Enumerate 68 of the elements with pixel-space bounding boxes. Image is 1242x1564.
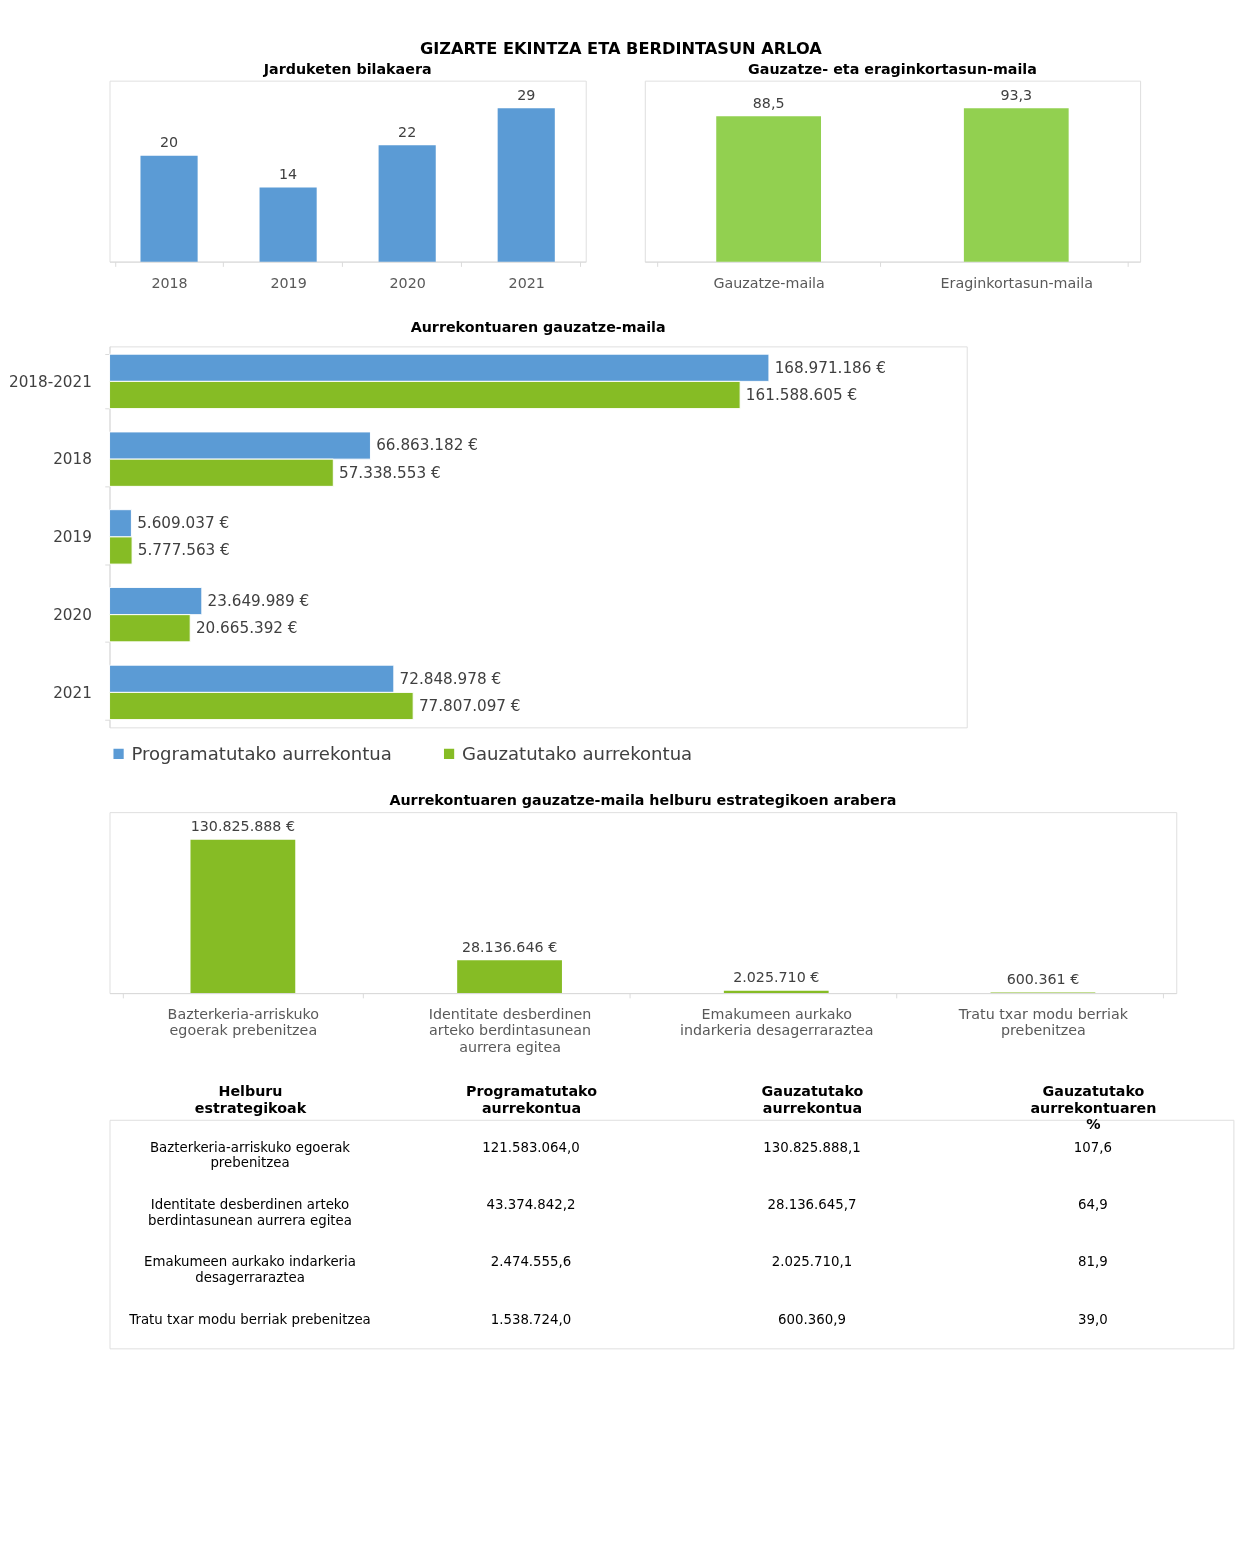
- text: GIZARTE EKINTZA ETA BERDINTASUN ARLOA: [419, 39, 823, 59]
- x-tick-label: Tratu txar modu berriak prebenitzea: [957, 1006, 1129, 1039]
- data-label: 72.848.978 €: [399, 669, 502, 688]
- x-tick-label: Eraginkortasun-maila: [940, 274, 1093, 291]
- chart-title: Aurrekontuaren gauzatze-maila: [410, 319, 666, 336]
- x-tick-label: Gauzatze-maila: [713, 274, 825, 291]
- y-tick-label: 2018: [53, 450, 92, 469]
- data-label: 5.609.037 €: [137, 514, 230, 533]
- text: Helburu estrategikoak: [194, 1083, 307, 1116]
- data-label: 20: [159, 134, 179, 151]
- bar: [259, 187, 317, 262]
- data-label: 130.825.888,1: [763, 1140, 861, 1156]
- legend-label: Gauzatutako aurrekontua: [461, 742, 693, 764]
- text: Gauzatutako aurrekontuaren %: [1030, 1083, 1157, 1132]
- data-label: 2.474.555,6: [490, 1254, 572, 1270]
- y-tick-label: 2019: [53, 528, 92, 547]
- data-label: 43.374.842,2: [486, 1197, 576, 1213]
- category-label: Tratu txar modu berriak prebenitzea: [128, 1311, 371, 1327]
- x-tick-label: 2019: [270, 274, 307, 291]
- text: Programatutako aurrekontua: [465, 1083, 598, 1116]
- data-label: 22: [398, 123, 417, 140]
- data-label: 88,5: [752, 94, 785, 111]
- data-label: 107,6: [1073, 1140, 1113, 1156]
- x-tick-label: 2020: [389, 274, 426, 291]
- y-tick-label: 2021: [53, 683, 92, 702]
- bar: [378, 145, 436, 262]
- data-label: 28.136.645,7: [767, 1197, 857, 1213]
- chart-title: Aurrekontuaren gauzatze-maila helburu estrategikoen arabera: [389, 792, 897, 809]
- data-label: 2.025.710,1: [771, 1254, 853, 1270]
- x-tick-label: Bazterkeria-arriskuko egoerak prebenitzea: [167, 1006, 320, 1039]
- data-label: 57.338.553 €: [339, 463, 441, 482]
- bar: [457, 960, 562, 994]
- data-label: 5.777.563 €: [137, 541, 230, 560]
- data-label: 66.863.182 €: [376, 436, 478, 455]
- data-label: 28.136.646 €: [461, 938, 558, 955]
- text: Gauzatutako aurrekontua: [761, 1083, 864, 1116]
- data-label: 121.583.064,0: [482, 1140, 580, 1156]
- x-tick-label: Identitate desberdinen arteko berdintasunean aurrera egitea: [428, 1006, 592, 1055]
- data-label: 23.649.989 €: [207, 591, 310, 610]
- x-tick-label: Emakumeen aurkako indarkeria desagerraraztea: [679, 1006, 874, 1039]
- data-label: 29: [517, 86, 536, 103]
- bar: [497, 108, 555, 262]
- legend-label: Programatutako aurrekontua: [131, 742, 392, 764]
- y-tick-label: 2018-2021: [8, 372, 92, 391]
- data-label: 600.360,9: [778, 1311, 846, 1327]
- data-label: 161.588.605 €: [745, 385, 858, 404]
- x-tick-label: 2018: [151, 274, 188, 291]
- data-label: 39,0: [1078, 1311, 1108, 1327]
- data-label: 2.025.710 €: [733, 969, 820, 986]
- data-label: 130.825.888 €: [190, 818, 296, 835]
- bar: [190, 839, 296, 994]
- x-tick-label: 2021: [508, 274, 545, 291]
- data-label: 20.665.392 €: [195, 619, 298, 638]
- data-label: 64,9: [1078, 1197, 1108, 1213]
- y-tick-label: 2020: [53, 605, 92, 624]
- category-label: Identitate desberdinen arteko berdintasunean aurrera egitea: [148, 1197, 352, 1228]
- data-label: 1.538.724,0: [490, 1311, 572, 1327]
- bar: [140, 155, 198, 262]
- data-label: 81,9: [1078, 1254, 1108, 1270]
- category-label: Emakumeen aurkako indarkeria desagerraraztea: [144, 1254, 356, 1285]
- data-label: 14: [279, 166, 298, 183]
- data-label: 77.807.097 €: [418, 696, 521, 715]
- category-label: Bazterkeria-arriskuko egoerak prebenitzea: [149, 1140, 351, 1171]
- chart-subtitle: Jarduketen bilakaera: [262, 61, 432, 77]
- chart-title: Gauzatze- eta eraginkortasun-maila: [748, 61, 1037, 77]
- data-label: 93,3: [1000, 86, 1033, 103]
- data-label: 168.971.186 €: [774, 358, 886, 377]
- data-label: 600.361 €: [1006, 970, 1080, 987]
